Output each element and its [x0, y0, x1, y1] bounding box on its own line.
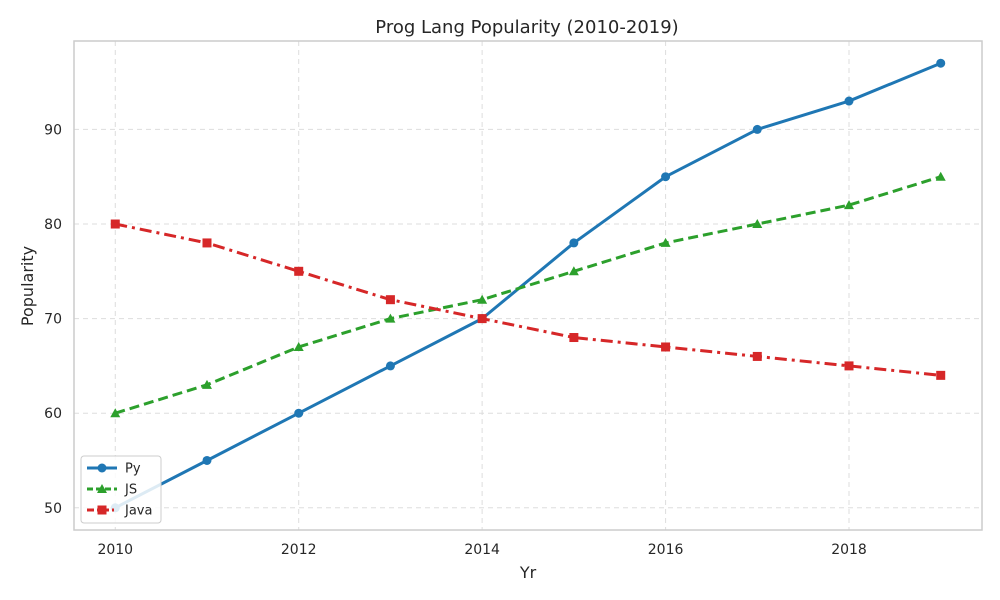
data-point-java	[936, 370, 946, 380]
legend-item-js: JS	[87, 483, 137, 498]
legend-item-py: Py	[87, 462, 141, 477]
series-line-py	[114, 61, 942, 510]
data-point-py	[202, 455, 212, 465]
data-point-py	[385, 361, 395, 371]
series-line-js	[114, 175, 942, 415]
data-point-java	[844, 361, 854, 371]
series-py	[110, 58, 946, 513]
y-tick-label: 70	[44, 312, 62, 328]
data-point-java	[752, 351, 762, 361]
data-point-js	[660, 237, 671, 247]
legend-label-java: Java	[124, 504, 152, 519]
x-tick-label: 2010	[97, 542, 133, 558]
data-point-py	[844, 96, 854, 106]
y-tick-label: 80	[44, 217, 62, 233]
y-axis-label: Popularity	[18, 246, 37, 326]
legend-marker-java	[97, 505, 107, 515]
chart-title: Prog Lang Popularity (2010-2019)	[375, 17, 678, 38]
data-point-js	[568, 266, 579, 276]
series-line-java	[114, 222, 941, 377]
data-point-py	[661, 172, 671, 182]
y-tick-label: 50	[44, 501, 62, 517]
data-point-js	[110, 408, 121, 418]
plot-area-frame	[73, 40, 983, 531]
series-java	[110, 219, 946, 380]
data-point-java	[385, 295, 395, 305]
data-point-java	[110, 219, 120, 229]
series-lines	[110, 58, 946, 513]
legend: Py JS Java	[80, 455, 162, 524]
grid-lines	[74, 41, 982, 530]
x-tick-label: 2014	[464, 542, 500, 558]
x-axis-label: Yr	[519, 563, 537, 582]
data-point-java	[477, 314, 487, 324]
data-point-js	[844, 200, 855, 210]
data-point-js	[385, 313, 396, 323]
data-point-java	[202, 238, 212, 248]
data-point-java	[569, 333, 579, 343]
y-tick-label: 90	[44, 122, 62, 138]
data-point-py	[294, 408, 304, 418]
data-point-py	[569, 238, 579, 248]
legend-item-java: Java	[87, 504, 152, 519]
data-point-py	[752, 124, 762, 134]
legend-label-js: JS	[124, 483, 137, 498]
x-tick-label: 2016	[648, 542, 684, 558]
data-point-js	[752, 219, 763, 229]
tick-labels: 2010 2012 2014 2016 2018 50 60 70 80 90	[44, 122, 867, 558]
legend-marker-js	[97, 484, 107, 493]
data-point-py	[936, 58, 946, 68]
data-point-java	[661, 342, 671, 352]
data-point-js	[293, 341, 304, 351]
x-tick-label: 2012	[281, 542, 317, 558]
series-js	[110, 171, 946, 418]
x-tick-label: 2018	[831, 542, 867, 558]
data-point-js	[201, 379, 212, 389]
data-point-js	[477, 294, 488, 304]
legend-label-py: Py	[125, 462, 141, 477]
data-point-js	[935, 171, 946, 181]
data-point-java	[294, 266, 304, 276]
legend-marker-py	[97, 463, 107, 473]
y-tick-label: 60	[44, 406, 62, 422]
